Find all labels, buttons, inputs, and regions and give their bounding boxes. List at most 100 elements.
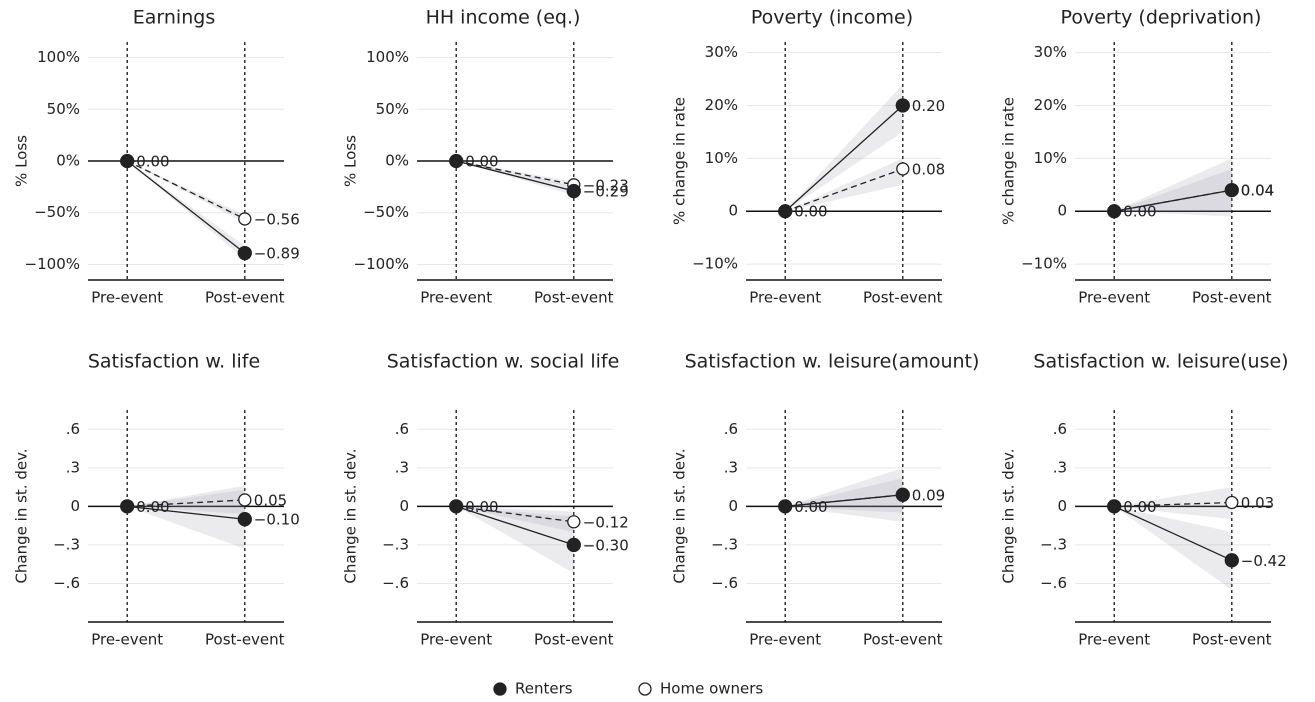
x-tick-label: Post-event — [205, 289, 285, 307]
y-tick-label: .3 — [724, 458, 738, 476]
panel-title: Earnings — [133, 7, 215, 29]
series-line — [1114, 189, 1232, 212]
y-tick-label: 30% — [705, 43, 738, 61]
y-tick-label: .3 — [66, 458, 80, 476]
series-line — [1113, 505, 1233, 561]
y-axis-label: Change in st. dev. — [342, 448, 360, 583]
value-label: 0.00 — [136, 498, 169, 516]
confidence-band — [785, 467, 903, 522]
value-label: 0.00 — [794, 498, 827, 516]
point — [237, 512, 252, 527]
x-tick-label: Pre-event — [1078, 631, 1150, 649]
confidence-band — [1114, 168, 1232, 212]
point — [120, 499, 135, 514]
value-label: −0.10 — [254, 511, 300, 529]
point — [1224, 553, 1239, 568]
y-axis-label: % Loss — [342, 135, 360, 187]
value-label: 0.00 — [136, 153, 169, 171]
y-tick-label: 50% — [376, 100, 409, 118]
x-tick-label: Post-event — [205, 631, 285, 649]
y-tick-label: .6 — [395, 420, 409, 438]
value-label: 0.00 — [1123, 498, 1156, 516]
x-tick-label: Pre-event — [91, 289, 163, 307]
series-line — [126, 160, 246, 220]
series-line — [785, 494, 903, 508]
value-label: 0.00 — [794, 203, 827, 221]
point — [237, 245, 252, 261]
point — [238, 212, 252, 226]
point — [1107, 204, 1122, 219]
confidence-band — [1114, 506, 1232, 590]
value-label: 0.00 — [465, 498, 498, 516]
y-tick-label: −50% — [34, 203, 80, 221]
y-tick-label: 0 — [728, 497, 738, 515]
value-label: 0.00 — [1123, 203, 1156, 221]
value-label: −0.23 — [583, 176, 629, 194]
y-axis-label: % change in rate — [1000, 97, 1018, 225]
y-tick-label: .6 — [1053, 420, 1067, 438]
x-tick-label: Post-event — [863, 631, 943, 649]
panel-title: Satisfaction w. leisure(use) — [1033, 351, 1288, 373]
value-label: 0.03 — [1241, 494, 1274, 512]
y-tick-label: 100% — [37, 48, 80, 66]
point — [449, 499, 464, 514]
y-axis-label: Change in st. dev. — [13, 448, 31, 583]
value-label: 0.05 — [254, 491, 287, 509]
confidence-band — [456, 161, 574, 196]
value-label: 0.00 — [465, 153, 498, 171]
value-label: −0.12 — [583, 513, 629, 531]
y-axis-label: % Loss — [13, 135, 31, 187]
y-tick-label: 0% — [385, 152, 409, 170]
series-line — [127, 505, 245, 520]
y-tick-label: 50% — [47, 100, 80, 118]
y-tick-label: 0 — [728, 202, 738, 220]
legend-label: Renters — [515, 680, 573, 698]
y-tick-label: .6 — [66, 420, 80, 438]
y-tick-label: 10% — [1034, 149, 1067, 167]
value-label: −0.30 — [583, 536, 629, 554]
confidence-band — [456, 161, 574, 188]
point — [567, 515, 581, 529]
panel-title: HH income (eq.) — [426, 7, 581, 29]
y-tick-label: .3 — [1053, 458, 1067, 476]
confidence-band — [127, 161, 245, 224]
value-label: 0.20 — [912, 97, 945, 115]
x-tick-label: Post-event — [863, 289, 943, 307]
y-tick-label: −.3 — [53, 535, 80, 553]
point — [566, 537, 581, 553]
panel-title: Poverty (deprivation) — [1061, 7, 1262, 29]
y-tick-label: 0 — [399, 497, 409, 515]
y-tick-label: −.6 — [1040, 574, 1067, 592]
value-label: −0.29 — [583, 183, 629, 201]
y-tick-label: 20% — [705, 96, 738, 114]
series-line — [455, 505, 575, 546]
y-tick-label: 30% — [1034, 43, 1067, 61]
confidence-band — [1114, 487, 1232, 520]
point — [896, 162, 910, 176]
y-tick-label: 20% — [1034, 96, 1067, 114]
y-tick-label: .3 — [395, 458, 409, 476]
x-tick-label: Pre-event — [420, 631, 492, 649]
confidence-band — [1114, 158, 1232, 217]
point — [566, 183, 581, 199]
y-tick-label: −.6 — [382, 574, 409, 592]
y-tick-label: .6 — [724, 420, 738, 438]
y-tick-label: −.3 — [382, 535, 409, 553]
y-tick-label: −.6 — [711, 574, 738, 592]
panel-title: Satisfaction w. social life — [387, 351, 620, 373]
y-tick-label: 10% — [705, 149, 738, 167]
x-tick-label: Post-event — [1192, 631, 1272, 649]
confidence-band — [127, 161, 245, 260]
value-label: 0.04 — [1241, 182, 1274, 200]
y-tick-label: −.3 — [711, 535, 738, 553]
y-tick-label: 0 — [70, 497, 80, 515]
point — [1225, 495, 1239, 510]
x-tick-label: Post-event — [534, 289, 614, 307]
series-line — [784, 168, 904, 212]
series-line — [456, 160, 574, 192]
x-tick-label: Pre-event — [91, 631, 163, 649]
legend-label: Home owners — [660, 680, 763, 698]
y-tick-label: −.3 — [1040, 535, 1067, 553]
panel-title: Satisfaction w. leisure(amount) — [685, 351, 980, 373]
point — [120, 153, 135, 169]
